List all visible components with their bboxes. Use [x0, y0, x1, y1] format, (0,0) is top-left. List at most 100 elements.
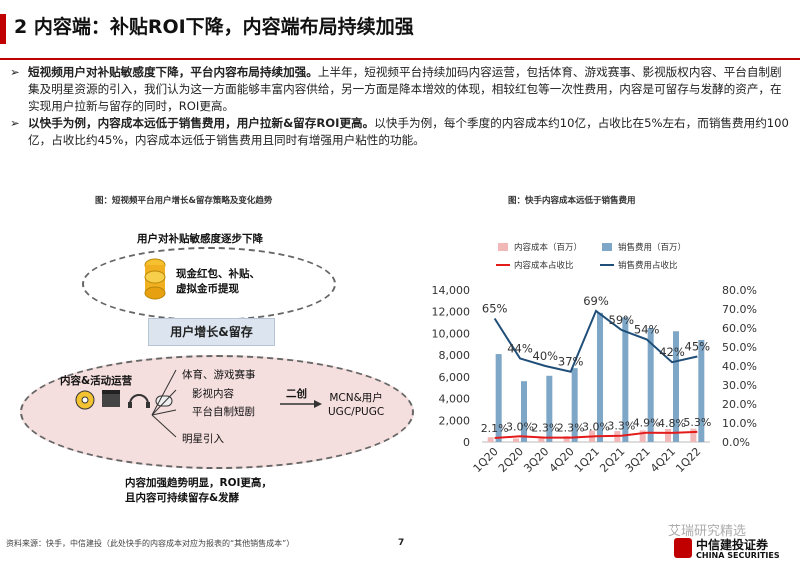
bar — [622, 317, 629, 442]
x-tick-label: 4Q21 — [648, 445, 678, 475]
y-right-tick: 40.0% — [722, 360, 757, 373]
bar — [538, 437, 545, 442]
content-vs-sales-chart: 内容成本（百万） 销售费用（百万） 内容成本占收比 销售费用占收比 0 2,000 4,00… — [432, 242, 757, 475]
sales-ratio-label: 40% — [533, 349, 559, 363]
remix-label: 二创 — [286, 388, 307, 400]
bar — [597, 312, 603, 442]
legend-label: 销售费用（百万） — [618, 242, 686, 253]
legend-label: 内容成本占收比 — [514, 260, 574, 271]
y-left-tick: 2,000 — [439, 414, 471, 427]
y-left-tick: 6,000 — [439, 371, 471, 384]
y-left-tick: 4,000 — [439, 393, 471, 406]
content-ratio-label: 2.3% — [557, 422, 585, 435]
content-ratio-label: 2.3% — [531, 422, 559, 435]
y-right-tick: 30.0% — [722, 379, 757, 392]
item-film: 影视内容 — [192, 388, 234, 400]
left-figure-caption: 图：短视频平台用户增长&留存策略及变化趋势 — [95, 196, 273, 206]
chart-caption: 图：快手内容成本远低于销售费用 — [508, 196, 636, 206]
y-left-tick: 10,000 — [432, 327, 471, 340]
bullet-2-text: 以快手为例，每个季度的内容成本约10亿，占收比在5%左右，而销售费用约100亿，… — [28, 116, 789, 147]
sales-ratio-label: 69% — [583, 294, 609, 308]
bullet-list: ➢ 短视频用户对补贴敏感度下降，平台内容布局持续加强。上半年，短视频平台持续加码… — [10, 64, 790, 149]
x-tick-label: 1Q20 — [471, 445, 501, 475]
content-ratio-label: 5.3% — [683, 416, 711, 429]
page-number: 7 — [398, 538, 405, 548]
source-note: 资料来源：快手，中信建投（此处快手的内容成本对应为报表的“其他销售成本”） — [6, 539, 295, 548]
bar — [665, 428, 671, 442]
y-left-tick: 8,000 — [439, 349, 471, 362]
x-tick-label: 4Q20 — [547, 445, 577, 475]
y-right-tick: 0.0% — [722, 436, 750, 449]
content-ratio-label: 2.1% — [481, 422, 509, 435]
bar — [513, 438, 519, 442]
coins-icon — [144, 258, 166, 300]
logo-cn: 中信建投证券 — [696, 538, 769, 552]
bullet-2: ➢ 以快手为例，内容成本远低于销售费用，用户拉新&留存ROI更高。以快手为例，每… — [10, 115, 790, 149]
page-title: 2 内容端：补贴ROI下降，内容端布局持续加强 — [14, 16, 414, 38]
logo-emblem-icon — [674, 538, 692, 558]
bar — [487, 437, 494, 442]
legend-label: 内容成本（百万） — [514, 242, 582, 253]
bullet-1-heading: 短视频用户对补贴敏感度下降，平台内容布局持续加强。 — [28, 65, 318, 79]
x-tick-label: 1Q21 — [572, 445, 602, 475]
content-ellipse — [20, 355, 414, 469]
bar — [690, 428, 697, 442]
item-celebrity: 明星引入 — [182, 433, 224, 445]
bullet-marker: ➢ — [10, 116, 20, 130]
branch-arrows — [151, 369, 177, 438]
bullet-1: ➢ 短视频用户对补贴敏感度下降，平台内容布局持续加强。上半年，短视频平台持续加码… — [10, 64, 790, 115]
content-ratio-label: 3.3% — [607, 420, 635, 433]
sales-ratio-label: 45% — [685, 340, 711, 354]
bar — [698, 339, 705, 442]
bar — [563, 436, 570, 442]
content-ratio-label: 3.0% — [506, 420, 534, 433]
y-right-tick: 20.0% — [722, 398, 757, 411]
y-left-tick: 12,000 — [432, 306, 471, 319]
item-sports: 体育、游戏赛事 — [182, 369, 256, 381]
series-line — [493, 309, 698, 373]
subsidy-text: 现金红包、补贴、 虚拟金币提现 — [176, 268, 260, 295]
strategy-diagram: 用户对补贴敏感度逐步下降 现金红包、补贴、 虚拟金币提现 用户增长&留存 内容&… — [0, 205, 420, 505]
y-right-tick: 50.0% — [722, 341, 757, 354]
content-ratio-label: 4.8% — [658, 417, 686, 430]
bullet-1-text: 上半年，短视频平台持续加码内容运营，包括体育、游戏赛事、影视版权内容、平台自制剧… — [28, 65, 782, 113]
sales-ratio-label: 65% — [482, 302, 508, 316]
remix-arrow — [280, 400, 322, 408]
title-accent — [0, 14, 6, 44]
title-bar: 2 内容端：补贴ROI下降，内容端布局持续加强 — [0, 0, 800, 60]
bottom-text-2: 且内容可持续留存&发酵 — [125, 492, 240, 504]
item-short-drama: 平台自制短剧 — [192, 406, 255, 418]
x-tick-label: 2Q20 — [496, 445, 526, 475]
sales-ratio-label: 37% — [558, 355, 584, 369]
bar — [521, 381, 527, 442]
bottom-text-1: 内容加强趋势明显，ROI更高， — [125, 477, 272, 489]
ops-label: 内容&活动运营 — [60, 375, 133, 387]
logo-en: CHINA SECURITIES — [696, 551, 780, 560]
sales-ratio-label: 59% — [609, 313, 635, 327]
watermark: 艾瑞研究精选 — [668, 524, 747, 539]
y-right-tick: 70.0% — [722, 303, 757, 316]
y-left-tick: 14,000 — [432, 284, 471, 297]
y-right-tick: 60.0% — [722, 322, 757, 335]
sales-ratio-label: 54% — [634, 322, 660, 336]
series-line — [494, 430, 698, 440]
bar — [546, 375, 553, 442]
logo: 艾瑞研究精选 中信建投证券 CHINA SECURITIES — [648, 520, 798, 564]
bar — [495, 354, 502, 442]
x-tick-label: 3Q21 — [623, 445, 653, 475]
bar — [571, 368, 578, 442]
content-ratio-label: 4.9% — [633, 417, 661, 430]
top-label: 用户对补贴敏感度逐步下降 — [137, 233, 263, 245]
x-tick-label: 1Q22 — [673, 445, 703, 475]
ugc-text: MCN&用户 UGC/PUGC — [328, 392, 385, 418]
y-left-tick: 0 — [463, 436, 470, 449]
y-right-tick: 10.0% — [722, 417, 757, 430]
x-tick-label: 2Q21 — [597, 445, 627, 475]
legend-swatch — [602, 243, 612, 251]
bullet-2-heading: 以快手为例，内容成本远低于销售费用，用户拉新&留存ROI更高。 — [28, 116, 375, 130]
bullet-marker: ➢ — [10, 65, 20, 79]
bar — [673, 331, 679, 442]
growth-retention-box: 用户增长&留存 — [148, 318, 275, 346]
x-tick-label: 3Q20 — [521, 445, 551, 475]
bar — [647, 328, 654, 442]
